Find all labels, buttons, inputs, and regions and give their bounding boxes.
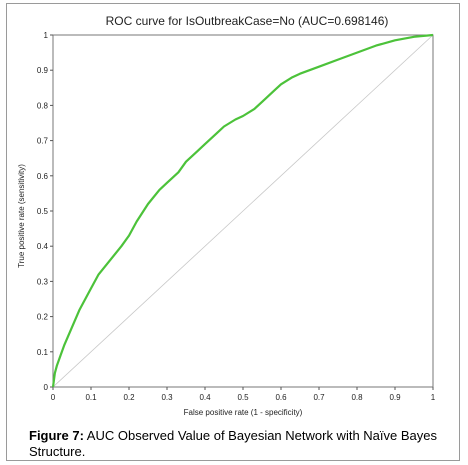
y-axis-label: True positive rate (sensitivity)	[17, 164, 26, 268]
series-layer	[51, 33, 434, 388]
roc-chart: ROC curve for IsOutbreakCase=No (AUC=0.6…	[17, 14, 436, 417]
y-tick-label: 0.9	[37, 66, 49, 75]
y-tick-label: 0.4	[37, 242, 49, 251]
y-tick-label: 0.7	[37, 137, 49, 146]
y-tick-label: 0.3	[37, 277, 49, 286]
x-tick-label: 1	[431, 393, 436, 402]
caption-label: Figure 7:	[29, 428, 84, 443]
y-tick-label: 0.1	[37, 348, 49, 357]
diagonal-reference-line	[52, 34, 434, 388]
x-tick-label: 0.7	[313, 393, 325, 402]
x-tick-label: 0.6	[275, 393, 287, 402]
y-tick-label: 0.6	[37, 172, 49, 181]
x-tick-label: 0.8	[351, 393, 363, 402]
y-tick-label: 0	[44, 383, 49, 392]
x-axis-ticks: 0 0.1 0.2 0.3 0.4 0.5 0.6 0.7 0.8 0.9 1	[51, 387, 436, 402]
figure-caption: Figure 7: AUC Observed Value of Bayesian…	[29, 428, 461, 460]
x-tick-label: 0.9	[389, 393, 401, 402]
roc-curve-line	[51, 33, 434, 388]
caption-text: AUC Observed Value of Bayesian Network w…	[29, 428, 437, 459]
x-tick-label: 0.3	[161, 393, 173, 402]
y-axis-ticks: 0 0.1 0.2 0.3 0.4 0.5 0.6 0.7 0.8 0.9 1	[37, 31, 53, 392]
y-tick-label: 1	[44, 31, 49, 40]
x-tick-label: 0.2	[123, 393, 135, 402]
x-axis-label: False positive rate (1 - specificity)	[184, 408, 303, 417]
chart-title: ROC curve for IsOutbreakCase=No (AUC=0.6…	[106, 14, 389, 28]
x-tick-label: 0.5	[237, 393, 249, 402]
x-tick-label: 0.4	[199, 393, 211, 402]
x-tick-label: 0.1	[85, 393, 97, 402]
x-tick-label: 0	[51, 393, 56, 402]
y-tick-label: 0.2	[37, 313, 49, 322]
figure-frame: ROC curve for IsOutbreakCase=No (AUC=0.6…	[6, 3, 460, 461]
y-tick-label: 0.5	[37, 207, 49, 216]
y-tick-label: 0.8	[37, 101, 49, 110]
